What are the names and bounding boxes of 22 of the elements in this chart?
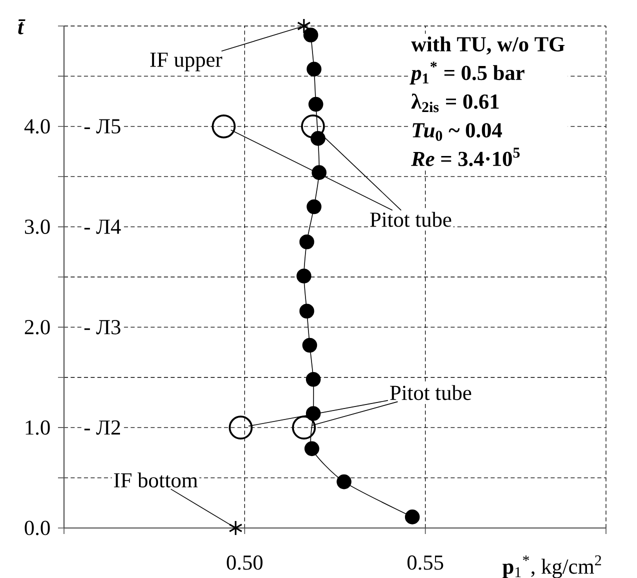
y-tick-label: 0.0: [24, 520, 50, 536]
annotation: IF upper: [150, 52, 222, 72]
annotation: - Л2: [84, 420, 120, 435]
annotation: with TU, w/o TG: [411, 36, 565, 55]
x-tick-label: 0.55: [407, 555, 444, 570]
annotation: Re = 3.4·10$^{5}$: [411, 148, 520, 166]
annotation: λ$_{2is}$ = 0.61: [411, 94, 499, 112]
y-tick-label: 2.0: [24, 320, 50, 334]
annotation: IF bottom: [114, 472, 198, 488]
annotation: p$_{1}$$^{*}$ = 0.5 bar: [410, 62, 524, 84]
x-axis-title: p$_{1}$$^{*}$, kg/cm$^{2}$: [502, 555, 602, 578]
annotation: - Л3: [84, 320, 120, 334]
x-tick-label: 0.50: [226, 555, 263, 570]
annotation: - Л5: [84, 119, 120, 134]
y-tick-label: 4.0: [24, 119, 50, 134]
annotation: Pitot tube: [370, 212, 452, 227]
y-axis-title: t̄: [18, 19, 26, 34]
annotation: Pitot tube: [390, 385, 472, 400]
annotation: - Л4: [84, 220, 121, 234]
y-tick-label: 1.0: [26, 420, 50, 435]
y-tick-label: 3.0: [24, 220, 50, 234]
annotation: Tu$_{0}$ ~ 0.04: [412, 123, 502, 141]
